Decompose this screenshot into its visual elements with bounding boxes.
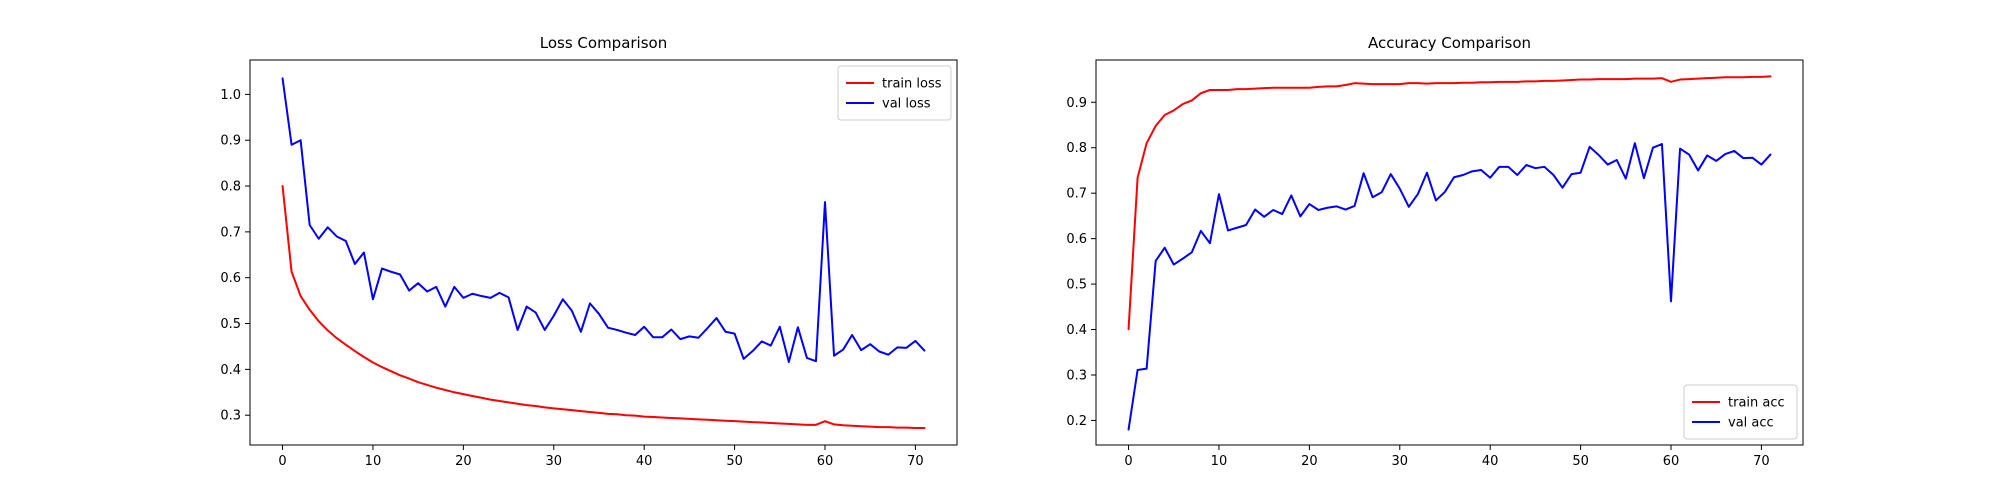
loss-comparison-chart: Loss Comparison 0 10 20 30 40 50 60 70 0.3 0.4 0.5 0… <box>220 34 958 469</box>
y-tick-label: 0.6 <box>1066 232 1087 247</box>
x-tick-label: 10 <box>1211 454 1228 469</box>
y-tick-label: 0.8 <box>1066 141 1087 156</box>
x-tick-label: 0 <box>1124 454 1132 469</box>
y-tick-label: 0.2 <box>1066 414 1087 429</box>
legend: train acc val acc <box>1683 384 1798 440</box>
chart-title: Accuracy Comparison <box>1368 34 1531 52</box>
y-tick-label: 0.8 <box>220 180 241 195</box>
legend: train loss val loss <box>837 65 952 121</box>
series-line-val-loss <box>281 77 926 364</box>
y-tick-label: 0.5 <box>1066 278 1087 293</box>
y-tick-label: 0.3 <box>220 409 241 424</box>
series-line-train-acc <box>1127 75 1772 331</box>
x-tick-label: 40 <box>1482 454 1499 469</box>
y-tick-label: 0.6 <box>220 271 241 286</box>
series-line-val-acc <box>1127 142 1772 431</box>
y-tick-label: 0.3 <box>1066 369 1087 384</box>
y-tick-label: 0.7 <box>220 225 241 240</box>
series-line-train-loss <box>281 185 926 430</box>
y-tick-label: 0.9 <box>1066 96 1087 111</box>
x-tick-label: 20 <box>455 454 472 469</box>
accuracy-comparison-chart: Accuracy Comparison 0 10 20 30 40 50 60 70 0.2 0.3… <box>1066 34 1804 469</box>
x-tick-label: 30 <box>1392 454 1409 469</box>
x-tick-label: 70 <box>907 454 924 469</box>
x-tick-label: 0 <box>278 454 286 469</box>
legend-label: val loss <box>882 97 931 112</box>
legend-label: train loss <box>882 77 942 92</box>
y-tick-label: 0.4 <box>1066 323 1087 338</box>
chart-title: Loss Comparison <box>540 34 667 52</box>
legend-label: train acc <box>1728 396 1785 411</box>
x-tick-label: 50 <box>1572 454 1589 469</box>
y-tick-label: 0.9 <box>220 134 241 149</box>
x-tick-label: 60 <box>1663 454 1680 469</box>
x-tick-label: 10 <box>365 454 382 469</box>
axes-frame <box>249 59 958 446</box>
x-tick-label: 50 <box>726 454 743 469</box>
x-tick-label: 70 <box>1753 454 1770 469</box>
x-tick-label: 40 <box>636 454 653 469</box>
legend-box <box>1683 384 1798 440</box>
x-tick-label: 60 <box>817 454 834 469</box>
x-tick-label: 30 <box>546 454 563 469</box>
x-tick-label: 20 <box>1301 454 1318 469</box>
legend-label: val acc <box>1728 416 1774 431</box>
y-tick-label: 0.5 <box>220 317 241 332</box>
legend-box <box>837 65 952 121</box>
y-tick-label: 0.4 <box>220 363 241 378</box>
y-tick-label: 1.0 <box>220 88 241 103</box>
y-tick-label: 0.7 <box>1066 187 1087 202</box>
axes-frame <box>1095 59 1804 446</box>
